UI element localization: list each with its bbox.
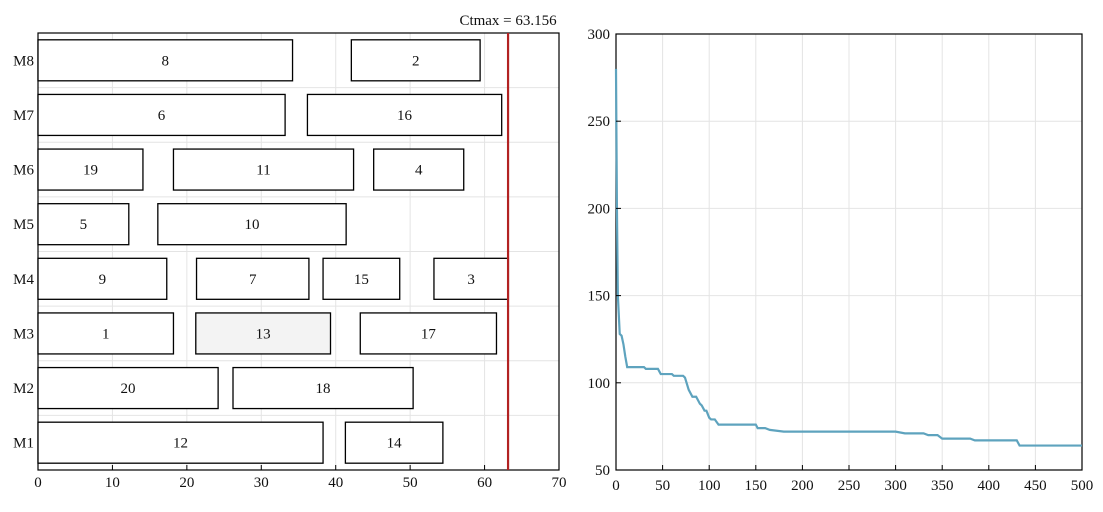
gantt-bar — [37, 148, 144, 191]
gantt-bar — [37, 421, 324, 464]
x-tick-label: 300 — [884, 478, 907, 494]
machine-label: M4 — [13, 272, 34, 288]
job-label: 1 — [102, 326, 110, 342]
x-tick-label: 150 — [745, 478, 768, 494]
x-tick-label: 400 — [978, 478, 1001, 494]
job-label: 3 — [467, 272, 475, 288]
x-tick-label: 50 — [655, 478, 670, 494]
x-tick-label: 0 — [612, 478, 620, 494]
x-tick-label: 60 — [477, 475, 492, 491]
y-tick-label: 200 — [588, 201, 611, 217]
gantt-bar — [306, 93, 503, 137]
job-label: 15 — [354, 272, 369, 288]
line-y-tick-labels: 50 100 150 200 250 300 — [588, 27, 621, 479]
job-label: 7 — [249, 272, 257, 288]
job-label: 16 — [397, 108, 413, 124]
gantt-bars: 8 2 6 16 19 11 4 5 10 9 7 15 3 1 13 17 20 18 12 14 — [37, 39, 510, 464]
gantt-bar — [37, 312, 175, 355]
x-tick-label: 50 — [403, 475, 418, 491]
job-label: 10 — [244, 217, 259, 233]
gantt-bar — [344, 421, 444, 464]
gantt-bar — [172, 148, 355, 191]
machine-label: M1 — [13, 436, 34, 452]
machine-label: M7 — [13, 108, 34, 124]
job-label: 20 — [121, 381, 136, 397]
y-tick-label: 150 — [588, 289, 611, 305]
gantt-bar — [37, 93, 286, 137]
x-tick-label: 20 — [179, 475, 194, 491]
machine-label: M6 — [13, 163, 34, 179]
job-label: 5 — [80, 217, 88, 233]
series-line — [614, 68, 1082, 447]
job-label: 18 — [316, 381, 331, 397]
job-label: 19 — [83, 163, 98, 179]
job-label: 17 — [421, 326, 437, 342]
x-tick-label: 350 — [931, 478, 954, 494]
y-tick-label: 250 — [588, 114, 611, 130]
job-label: 2 — [412, 53, 420, 69]
gantt-bar — [322, 257, 401, 300]
job-label: 8 — [162, 53, 170, 69]
x-tick-label: 500 — [1071, 478, 1094, 494]
x-tick-label: 0 — [34, 475, 42, 491]
gantt-chart: 8 2 6 16 19 11 4 5 10 9 7 15 3 1 13 17 20 18 12 14 M1 M2 M3 M4… — [13, 13, 566, 491]
x-tick-label: 250 — [838, 478, 861, 494]
gantt-bar — [373, 148, 465, 191]
x-tick-label: 200 — [791, 478, 814, 494]
line-x-tick-labels: 0 50 100 150 200 250 300 350 400 450 500 — [612, 465, 1093, 494]
job-label: 4 — [415, 163, 423, 179]
job-label: 14 — [387, 436, 403, 452]
y-tick-label: 100 — [588, 376, 611, 392]
makespan-annotation: Ctmax = 63.156 — [459, 13, 557, 29]
gantt-bar — [350, 39, 481, 82]
gantt-plot-frame — [37, 32, 560, 471]
machine-label: M3 — [13, 326, 34, 342]
gantt-bar — [195, 312, 332, 355]
machine-label: M5 — [13, 217, 34, 233]
gantt-bar — [359, 312, 498, 355]
gantt-bar — [37, 203, 130, 246]
convergence-chart: 0 50 100 150 200 250 300 350 400 450 500 501001502… — [588, 27, 1094, 494]
gantt-bar — [433, 257, 510, 300]
y-tick-label: 300 — [588, 27, 611, 43]
x-tick-label: 40 — [328, 475, 343, 491]
line-grid — [616, 34, 1082, 470]
job-label: 6 — [158, 108, 166, 124]
job-label: 9 — [99, 272, 107, 288]
gantt-bar — [37, 366, 219, 410]
x-tick-label: 100 — [698, 478, 721, 494]
y-tick-label: 50 — [595, 463, 610, 479]
gantt-machine-labels: M1 M2 M3 M4 M5 M6 M7 M8 — [13, 53, 34, 451]
gantt-bar — [37, 257, 168, 300]
job-label: 12 — [173, 436, 188, 452]
machine-label: M2 — [13, 381, 34, 397]
gantt-bar — [195, 257, 310, 300]
x-tick-label: 10 — [105, 475, 120, 491]
job-label: 13 — [256, 326, 271, 342]
gantt-bar — [232, 366, 414, 410]
gantt-bar — [37, 39, 294, 82]
gantt-bar — [157, 203, 347, 246]
x-tick-label: 450 — [1024, 478, 1047, 494]
machine-label: M8 — [13, 53, 34, 69]
x-tick-label: 30 — [254, 475, 269, 491]
x-tick-label: 70 — [552, 475, 567, 491]
gantt-x-tick-labels: 0 10 20 30 40 50 60 70 — [34, 465, 567, 491]
job-label: 11 — [256, 163, 270, 179]
